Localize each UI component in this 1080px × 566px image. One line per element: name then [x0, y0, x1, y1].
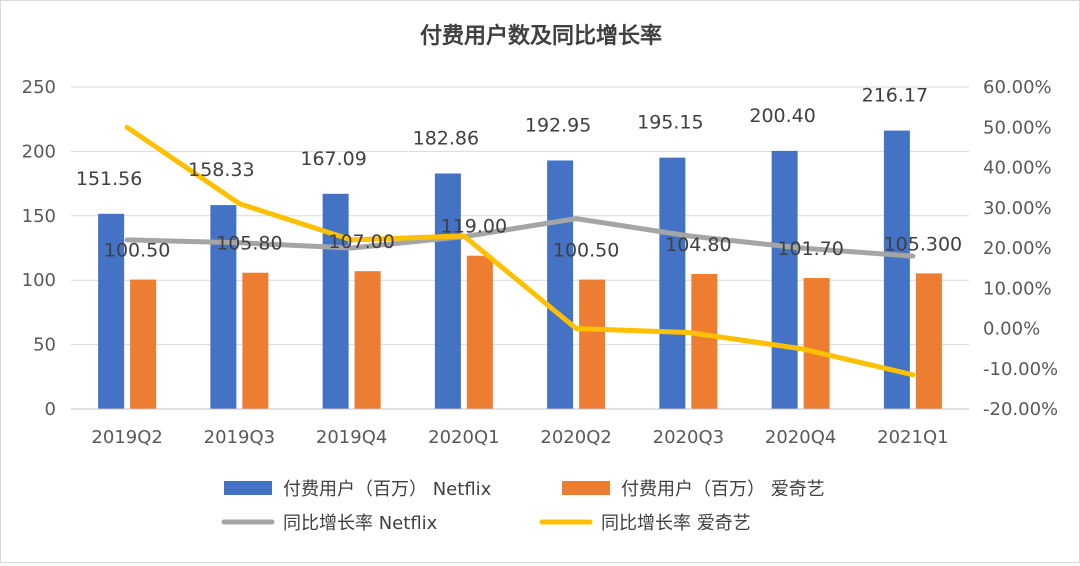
right-axis-tick-label: 0.00%: [983, 319, 1040, 340]
legend-swatch: [562, 481, 610, 495]
bar: [579, 279, 606, 409]
data-label: 167.09: [300, 148, 366, 170]
x-axis-tick-label: 2019Q3: [204, 427, 275, 448]
bar: [659, 157, 686, 409]
x-axis-tick-label: 2021Q1: [877, 427, 948, 448]
right-axis-tick-label: 20.00%: [983, 238, 1052, 259]
left-axis: 0 50 100 150 200 250: [22, 77, 56, 420]
left-axis-tick-label: 150: [22, 206, 56, 227]
chart-title: 付费用户数及同比增长率: [420, 23, 662, 49]
series-line: [124, 216, 916, 259]
bar: [466, 255, 493, 409]
data-label: 216.17: [862, 85, 928, 107]
data-label: 105.300: [884, 233, 963, 255]
data-label: 151.56: [76, 168, 142, 190]
x-axis-tick-label: 2020Q4: [765, 427, 836, 448]
data-label: 200.40: [749, 105, 815, 127]
bars: [98, 130, 942, 409]
data-label: 100.50: [553, 240, 619, 262]
legend-label: 付费用户（百万） Netflix: [283, 479, 492, 500]
right-axis-tick-label: 60.00%: [983, 77, 1052, 98]
data-label: 107.00: [328, 231, 394, 253]
data-label: 119.00: [441, 216, 507, 238]
right-axis-tick-label: 30.00%: [983, 198, 1052, 219]
left-axis-tick-label: 0: [45, 399, 56, 420]
data-label: 105.80: [216, 233, 282, 255]
x-axis: 2019Q2 2019Q3 2019Q4 2020Q1 2020Q2 2020Q3 2020…: [71, 408, 969, 448]
bar: [210, 205, 237, 409]
right-axis-tick-label: 40.00%: [983, 158, 1052, 179]
legend-label: 同比增长率 爱奇艺: [601, 513, 751, 534]
series-line: [124, 124, 916, 378]
bar: [803, 278, 830, 409]
x-axis-tick-label: 2020Q1: [428, 427, 499, 448]
bar: [354, 271, 381, 409]
data-label: 192.95: [525, 114, 591, 136]
lines: [124, 124, 916, 378]
data-label: 101.70: [777, 238, 843, 260]
bar: [98, 213, 125, 409]
right-axis-tick-label: -10.00%: [983, 359, 1058, 380]
data-labels: 151.56 158.33 167.09 182.86 192.95 195.15 200.…: [76, 85, 962, 262]
right-axis-tick-label: 10.00%: [983, 278, 1052, 299]
bar: [130, 279, 157, 409]
legend-label: 同比增长率 Netflix: [283, 513, 438, 534]
right-axis-tick-label: 50.00%: [983, 117, 1052, 138]
bar: [771, 150, 798, 409]
left-axis-tick-label: 50: [33, 335, 56, 356]
data-label: 195.15: [637, 112, 703, 134]
bar: [322, 193, 349, 409]
data-label: 182.86: [413, 127, 479, 149]
right-axis-tick-label: -20.00%: [983, 399, 1058, 420]
legend-swatch: [224, 481, 272, 495]
bar: [691, 274, 718, 409]
data-label: 158.33: [188, 159, 254, 181]
x-axis-tick-label: 2020Q2: [540, 427, 611, 448]
data-label: 100.50: [104, 240, 170, 262]
bar: [915, 273, 942, 409]
x-axis-tick-label: 2020Q3: [653, 427, 724, 448]
right-axis: -20.00% -10.00% 0.00% 10.00% 20.00% 30.00% 40.…: [983, 77, 1058, 420]
bar: [434, 173, 461, 409]
bar: [242, 272, 269, 409]
left-axis-tick-label: 250: [22, 77, 56, 98]
data-label: 104.80: [665, 234, 731, 256]
bar: [883, 130, 910, 409]
x-axis-tick-label: 2019Q4: [316, 427, 387, 448]
x-axis-tick-label: 2019Q2: [91, 427, 162, 448]
legend-label: 付费用户（百万） 爱奇艺: [621, 479, 825, 500]
left-axis-tick-label: 100: [22, 270, 56, 291]
bar: [547, 160, 574, 409]
left-axis-tick-label: 200: [22, 141, 56, 162]
